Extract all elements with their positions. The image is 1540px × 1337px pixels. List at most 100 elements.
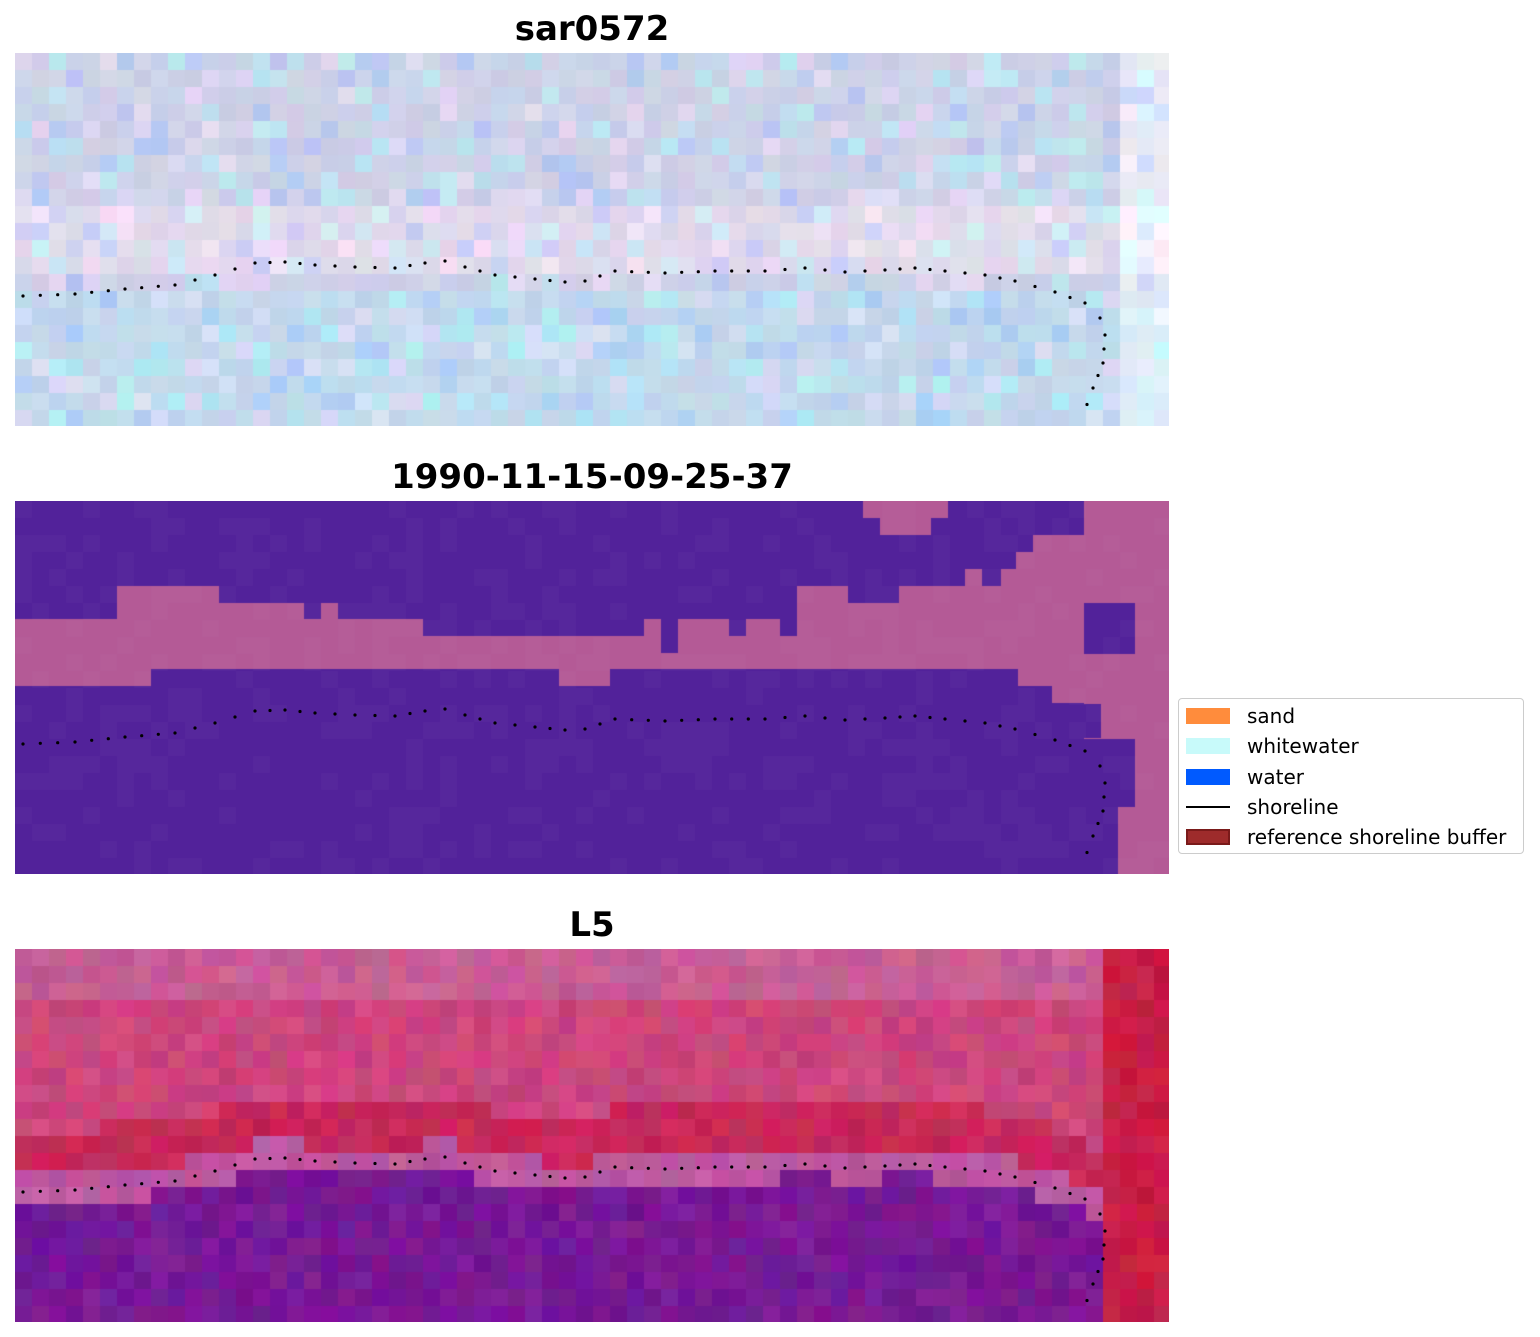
- shoreline-dot: [106, 1185, 110, 1189]
- shoreline-dot: [898, 267, 902, 271]
- shoreline-dot: [680, 270, 684, 274]
- shoreline-dot: [696, 270, 700, 274]
- shoreline-dot: [1098, 1212, 1102, 1216]
- shoreline-dot: [193, 1174, 197, 1178]
- shoreline-dot: [56, 293, 60, 297]
- shoreline-dot: [613, 1165, 617, 1169]
- shoreline-dot: [843, 270, 847, 274]
- shoreline-dot: [646, 718, 650, 722]
- shoreline-dot: [1085, 850, 1089, 855]
- shoreline-dot: [123, 735, 127, 739]
- shoreline-dot: [140, 286, 144, 290]
- shoreline-dot: [863, 717, 867, 721]
- shoreline-dot: [213, 721, 217, 725]
- shoreline-dot: [1098, 764, 1102, 768]
- shoreline-dot: [883, 268, 887, 272]
- shoreline-dot: [193, 726, 197, 730]
- shoreline-dot: [646, 1166, 650, 1170]
- shoreline-dot: [21, 294, 25, 298]
- legend-item-water: water: [1179, 765, 1523, 789]
- shoreline-dot: [928, 715, 932, 720]
- shoreline-dot: [1102, 795, 1106, 799]
- shoreline-dot: [763, 269, 767, 273]
- shoreline-dot: [173, 283, 177, 287]
- shoreline-dot: [408, 1159, 412, 1164]
- legend-label-shoreline: shoreline: [1247, 795, 1339, 819]
- shoreline-dot: [1053, 1186, 1057, 1190]
- shoreline-dot: [696, 718, 700, 722]
- shoreline-dot: [963, 271, 967, 275]
- shoreline-dot: [123, 287, 127, 291]
- shoreline-dot: [598, 274, 602, 278]
- shoreline-dot: [803, 266, 807, 270]
- shoreline-dot: [1101, 361, 1105, 365]
- shoreline-dot: [746, 1165, 750, 1169]
- shoreline-dot: [1103, 1229, 1107, 1233]
- shoreline-dot: [1083, 1197, 1087, 1201]
- shoreline-dot: [268, 708, 272, 713]
- shoreline-dot: [730, 717, 734, 721]
- shoreline-dot: [998, 1172, 1002, 1176]
- shoreline-dot: [423, 709, 427, 713]
- shoreline-dot: [1033, 284, 1037, 289]
- shoreline-dot: [313, 263, 317, 267]
- legend-item-reference-buffer: reference shoreline buffer: [1179, 825, 1523, 849]
- shoreline-dot: [583, 727, 587, 731]
- shoreline-dot: [803, 1162, 807, 1166]
- shoreline-dot: [313, 1159, 317, 1163]
- shoreline-dot: [56, 1189, 60, 1193]
- shoreline-dot: [630, 1166, 634, 1170]
- shoreline-dot: [73, 292, 77, 296]
- shoreline-dot: [1068, 295, 1072, 300]
- legend-label-whitewater: whitewater: [1247, 734, 1359, 758]
- shoreline-dot: [663, 271, 667, 275]
- shoreline-dot: [106, 737, 110, 741]
- shoreline-dot: [998, 724, 1002, 728]
- shoreline-dot: [393, 1162, 397, 1166]
- panel-title-rgb: sar0572: [514, 9, 670, 49]
- shoreline-dot: [646, 270, 650, 274]
- shoreline-dot: [298, 709, 302, 714]
- shoreline-dot: [90, 738, 94, 742]
- shoreline-dot: [443, 707, 447, 711]
- shoreline-dot: [630, 270, 634, 274]
- shoreline-dot: [1033, 1180, 1037, 1185]
- shoreline-dot: [423, 1157, 427, 1161]
- legend: sand whitewater water shoreline referenc…: [1178, 698, 1524, 854]
- shoreline-dot: [1013, 1175, 1017, 1179]
- legend-label-reference-buffer: reference shoreline buffer: [1247, 825, 1507, 849]
- shoreline-dot: [943, 717, 947, 721]
- shoreline-dot: [283, 708, 287, 712]
- shoreline-dot: [38, 1189, 42, 1193]
- panel-title-classification: 1990-11-15-09-25-37: [391, 457, 793, 497]
- shoreline-dot: [730, 1165, 734, 1169]
- legend-item-whitewater: whitewater: [1179, 734, 1523, 758]
- shoreline-dot: [803, 714, 807, 718]
- reference-buffer-swatch: [1186, 829, 1230, 845]
- shoreline-dot: [1068, 1191, 1072, 1196]
- shoreline-overlay: [21, 707, 1107, 855]
- shoreline-dot: [56, 741, 60, 745]
- shoreline-dot: [998, 276, 1002, 280]
- shoreline-dot: [1033, 732, 1037, 737]
- shoreline-dot: [298, 261, 302, 266]
- shoreline-dot: [1091, 834, 1095, 838]
- shoreline-dot: [548, 726, 552, 731]
- shoreline-dot: [823, 716, 827, 720]
- shoreline-dot: [713, 269, 717, 273]
- shoreline-dot: [943, 1165, 947, 1169]
- shoreline-dot: [783, 1163, 787, 1168]
- shoreline-dot: [1103, 781, 1107, 785]
- shoreline-dot: [21, 1190, 25, 1194]
- shoreline-dot: [963, 719, 967, 723]
- shoreline-dot: [73, 1188, 77, 1192]
- shoreline-dot: [898, 1163, 902, 1167]
- shoreline-dot: [393, 266, 397, 270]
- shoreline-dot: [21, 742, 25, 746]
- shoreline-dot: [763, 717, 767, 721]
- shoreline-dot: [313, 711, 317, 715]
- shoreline-dot: [373, 265, 377, 270]
- shoreline-dot: [1053, 290, 1057, 294]
- classification-panel: [15, 501, 1169, 874]
- shoreline-dot: [630, 718, 634, 722]
